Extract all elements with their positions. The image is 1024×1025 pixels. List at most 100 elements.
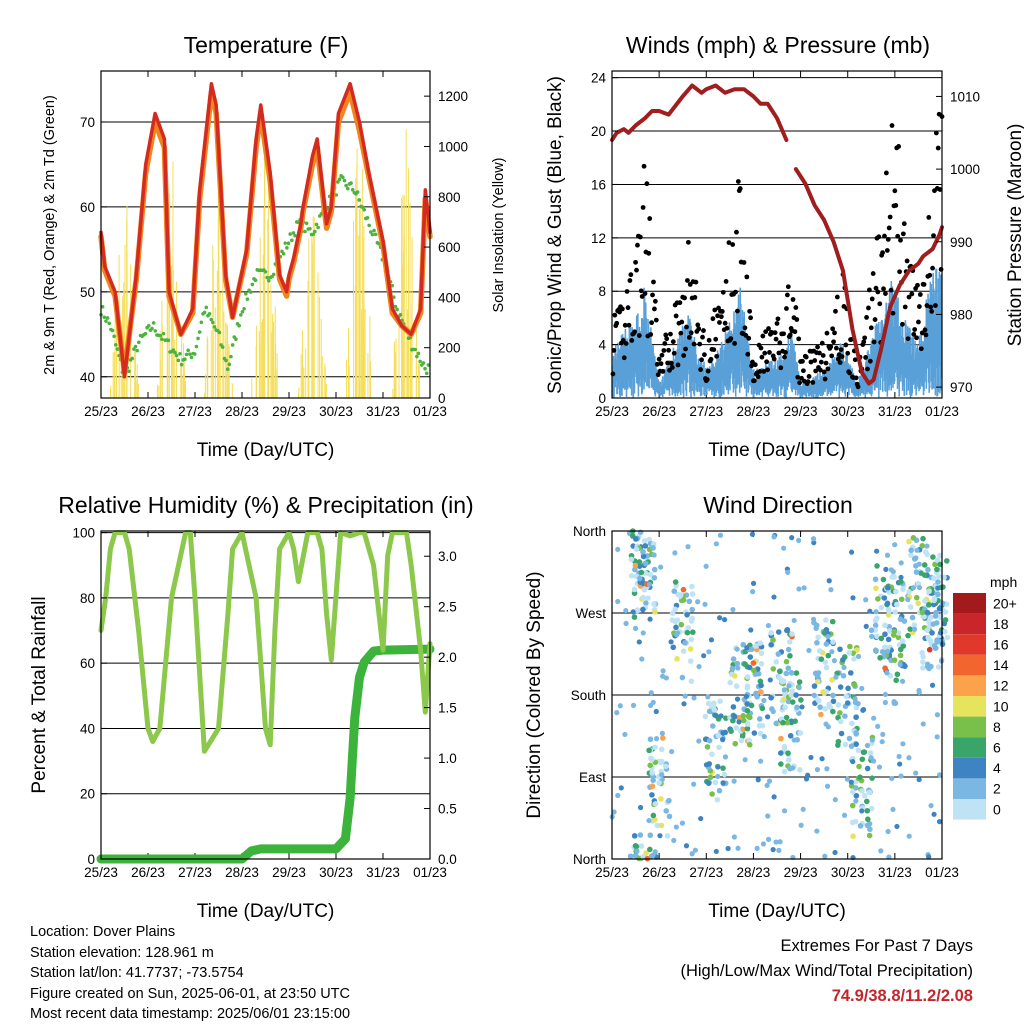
direction-point xyxy=(852,696,858,702)
direction-point xyxy=(679,674,686,681)
y-tick-label: 70 xyxy=(80,115,95,130)
dewpoint-point xyxy=(368,230,373,234)
direction-point xyxy=(752,643,759,649)
gust-point xyxy=(710,316,716,322)
chart-title: Wind Direction xyxy=(703,492,853,518)
gust-point xyxy=(876,234,882,240)
dewpoint-point xyxy=(253,278,258,283)
direction-point xyxy=(864,765,871,772)
direction-point xyxy=(689,851,695,857)
direction-point xyxy=(842,713,848,719)
gust-point xyxy=(767,350,772,355)
direction-point xyxy=(932,613,939,619)
direction-point xyxy=(791,737,797,743)
gust-point xyxy=(797,380,803,386)
direction-point xyxy=(783,658,790,665)
gust-point xyxy=(660,368,666,374)
gust-point xyxy=(758,345,764,351)
direction-point xyxy=(650,777,656,784)
direction-point xyxy=(720,780,726,786)
direction-point xyxy=(816,697,822,704)
direction-point xyxy=(785,665,792,672)
direction-point xyxy=(651,601,657,607)
gust-point xyxy=(883,291,888,296)
x-tick-label: 27/23 xyxy=(178,404,212,419)
direction-point xyxy=(784,719,791,726)
direction-point xyxy=(916,561,922,567)
direction-point xyxy=(709,751,715,757)
dewpoint-point xyxy=(271,272,276,277)
direction-point xyxy=(615,546,621,552)
direction-point xyxy=(783,714,790,721)
direction-point xyxy=(731,778,737,784)
gust-point xyxy=(627,278,633,283)
gust-point xyxy=(785,284,791,290)
legend-swatch xyxy=(953,757,986,779)
x-tick-label: 30/23 xyxy=(319,404,353,419)
direction-point xyxy=(789,699,796,705)
dewpoint-point xyxy=(184,352,189,357)
direction-point xyxy=(631,614,638,620)
extremes-subtitle: (High/Low/Max Wind/Total Precipitation) xyxy=(680,962,973,980)
gust-point xyxy=(633,259,638,265)
direction-point xyxy=(735,845,741,851)
direction-point xyxy=(803,776,810,782)
gust-point xyxy=(649,320,654,326)
direction-point xyxy=(768,694,774,701)
direction-point xyxy=(910,585,917,591)
direction-point xyxy=(899,638,906,644)
direction-point xyxy=(787,732,794,739)
gust-point xyxy=(741,260,747,265)
gust-point xyxy=(669,360,674,366)
direction-point xyxy=(906,755,912,761)
legend-swatch xyxy=(953,716,986,738)
gust-point xyxy=(730,242,736,247)
direction-point xyxy=(761,697,767,704)
gust-point xyxy=(726,240,732,246)
direction-point xyxy=(859,808,865,814)
direction-point xyxy=(688,636,695,643)
gust-point xyxy=(708,356,714,362)
direction-point xyxy=(698,815,704,822)
x-tick-label: 29/23 xyxy=(784,865,818,880)
gust-point xyxy=(893,203,899,208)
direction-point xyxy=(846,735,853,742)
gust-point xyxy=(622,322,628,328)
direction-point xyxy=(872,576,879,583)
direction-point xyxy=(819,756,825,762)
gust-point xyxy=(904,258,910,264)
direction-point xyxy=(647,832,654,839)
dewpoint-point xyxy=(395,307,399,312)
direction-point xyxy=(893,700,899,706)
location-text: Location: Dover Plains xyxy=(30,924,176,940)
direction-point xyxy=(664,833,671,839)
dewpoint-point xyxy=(365,216,370,220)
direction-point xyxy=(647,571,654,578)
direction-point xyxy=(717,698,723,704)
direction-point xyxy=(750,660,757,666)
dewpoint-point xyxy=(171,348,176,352)
dewpoint-point xyxy=(100,304,105,309)
direction-point xyxy=(910,535,917,541)
direction-point xyxy=(751,730,758,736)
direction-point xyxy=(864,822,871,829)
direction-point xyxy=(905,632,911,639)
direction-point xyxy=(848,779,854,785)
x-tick-label: 29/23 xyxy=(272,865,306,880)
gust-point xyxy=(843,342,849,348)
x-tick-label: 28/23 xyxy=(737,865,771,880)
gust-point xyxy=(914,335,919,341)
direction-point xyxy=(814,639,820,646)
gust-point xyxy=(681,353,687,358)
gust-point xyxy=(803,354,809,360)
direction-point xyxy=(864,742,871,749)
direction-point xyxy=(636,559,643,565)
direction-point xyxy=(688,618,695,624)
gust-point xyxy=(775,316,781,322)
direction-point xyxy=(925,602,932,608)
gust-point xyxy=(669,365,675,370)
direction-point xyxy=(634,607,641,613)
direction-point xyxy=(632,853,638,859)
dewpoint-point xyxy=(393,304,398,309)
dewpoint-point xyxy=(372,228,376,233)
